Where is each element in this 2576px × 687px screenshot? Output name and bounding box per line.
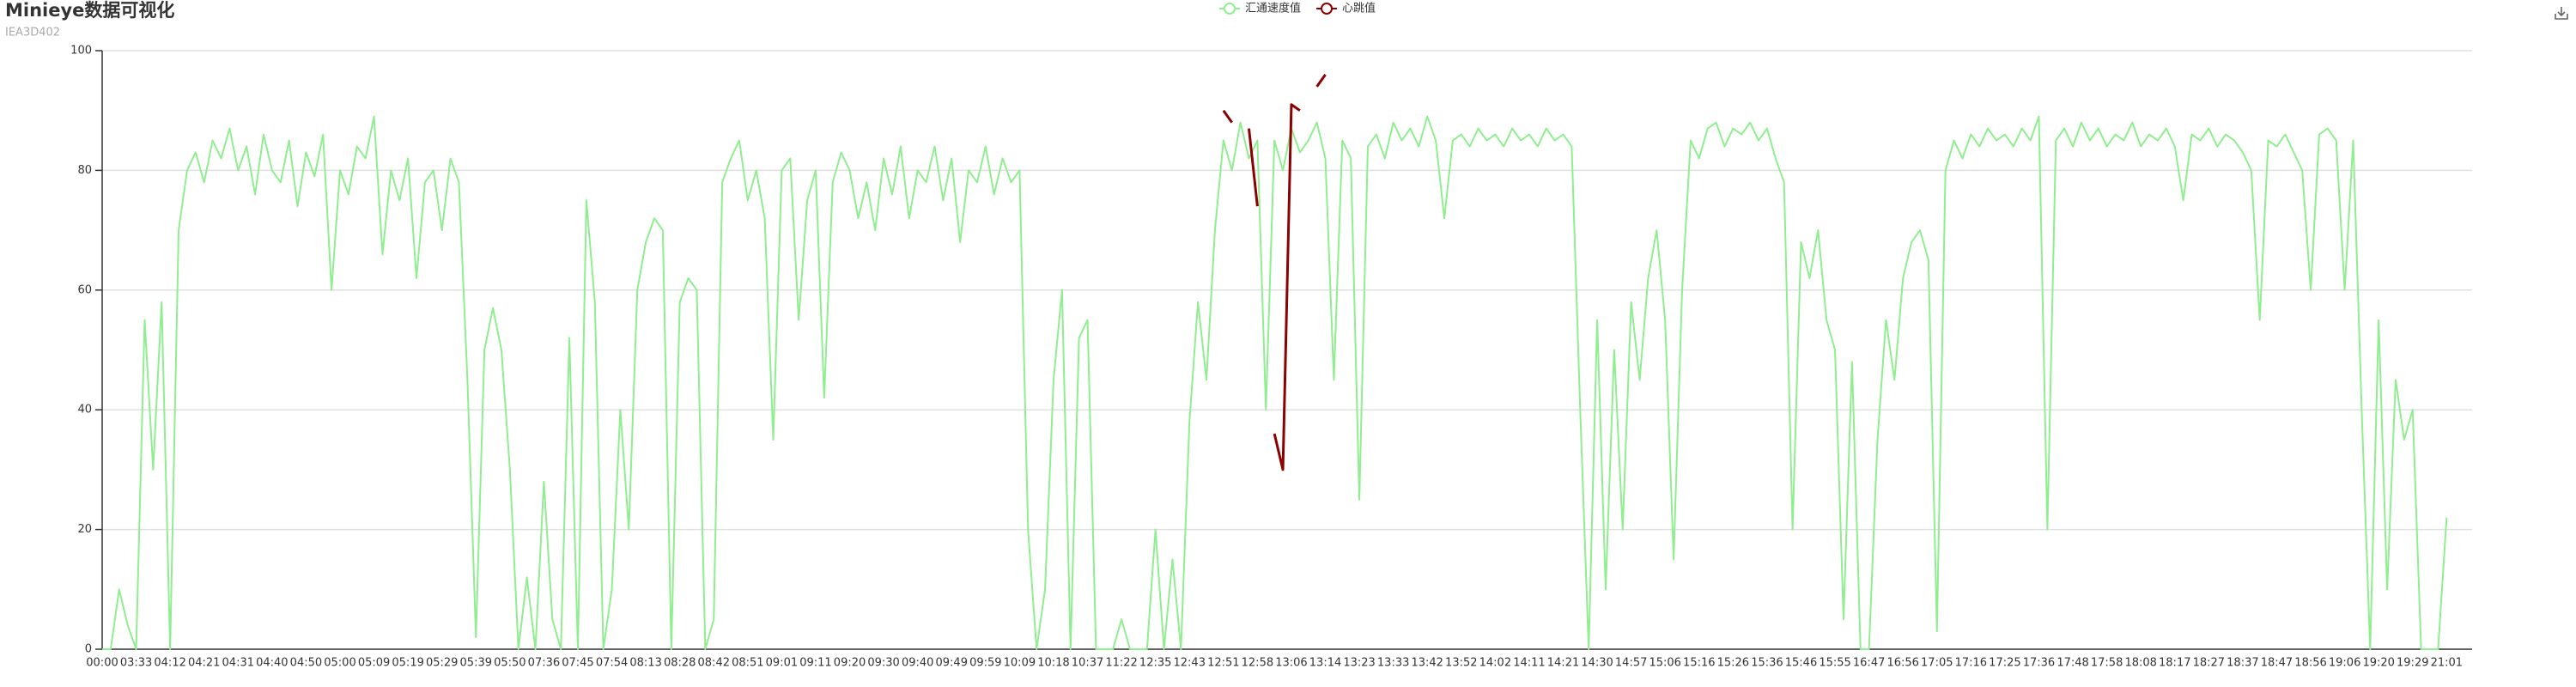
x-tick-label: 09:30 bbox=[867, 657, 899, 670]
x-tick-label: 13:14 bbox=[1309, 657, 1341, 670]
x-tick-label: 09:11 bbox=[799, 657, 831, 670]
series-line bbox=[102, 115, 2448, 650]
x-tick-label: 21:01 bbox=[2431, 657, 2463, 670]
x-tick-label: 12:43 bbox=[1174, 657, 1206, 670]
x-tick-label: 04:21 bbox=[188, 657, 220, 670]
x-tick-label: 07:36 bbox=[528, 657, 560, 670]
x-tick-label: 05:50 bbox=[494, 657, 526, 670]
x-tick-label: 17:16 bbox=[1955, 657, 1987, 670]
x-tick-label: 18:47 bbox=[2261, 657, 2293, 670]
x-tick-label: 05:19 bbox=[392, 657, 423, 670]
x-tick-label: 08:28 bbox=[664, 657, 696, 670]
chart-subtitle: IEA3D402 bbox=[5, 27, 60, 40]
legend-symbol[interactable] bbox=[1321, 3, 1334, 15]
download-icon[interactable] bbox=[2555, 7, 2568, 20]
legend-item[interactable]: 心跳值 bbox=[1316, 2, 1376, 15]
x-tick-label: 05:29 bbox=[426, 657, 458, 670]
x-tick-label: 05:09 bbox=[358, 657, 390, 670]
x-tick-label: 03:33 bbox=[120, 657, 152, 670]
x-tick-label: 15:16 bbox=[1683, 657, 1715, 670]
legend-label[interactable]: 汇通速度值 bbox=[1245, 2, 1301, 15]
x-tick-label: 19:06 bbox=[2329, 657, 2360, 670]
x-tick-label: 19:29 bbox=[2397, 657, 2428, 670]
y-tick-label: 0 bbox=[85, 643, 92, 656]
x-tick-label: 05:00 bbox=[324, 657, 355, 670]
x-tick-label: 18:08 bbox=[2124, 657, 2156, 670]
x-tick-label: 13:23 bbox=[1343, 657, 1375, 670]
x-tick-label: 12:58 bbox=[1242, 657, 1273, 670]
x-tick-label: 10:09 bbox=[1004, 657, 1036, 670]
x-tick-label: 04:50 bbox=[290, 657, 322, 670]
legend-symbol[interactable] bbox=[1224, 3, 1236, 15]
x-tick-label: 17:05 bbox=[1921, 657, 1953, 670]
x-tick-label: 09:20 bbox=[834, 657, 866, 670]
x-tick-label: 09:49 bbox=[936, 657, 968, 670]
x-tick-label: 12:35 bbox=[1139, 657, 1171, 670]
x-tick-label: 17:36 bbox=[2023, 657, 2055, 670]
x-tick-label: 18:17 bbox=[2159, 657, 2190, 670]
x-tick-label: 16:47 bbox=[1853, 657, 1885, 670]
x-tick-label: 00:00 bbox=[86, 657, 118, 670]
x-tick-label: 07:45 bbox=[562, 657, 593, 670]
x-tick-label: 15:06 bbox=[1649, 657, 1680, 670]
x-tick-label: 11:22 bbox=[1105, 657, 1137, 670]
x-tick-label: 14:30 bbox=[1581, 657, 1613, 670]
y-tick-label: 80 bbox=[77, 164, 92, 177]
x-tick-label: 04:31 bbox=[222, 657, 254, 670]
legend-item[interactable]: 汇通速度值 bbox=[1219, 2, 1301, 15]
x-tick-label: 08:13 bbox=[629, 657, 661, 670]
x-tick-label: 13:33 bbox=[1377, 657, 1409, 670]
chart-title: Minieye数据可视化 bbox=[5, 0, 174, 21]
x-tick-label: 18:56 bbox=[2294, 657, 2326, 670]
legend-label[interactable]: 心跳值 bbox=[1342, 2, 1376, 15]
x-tick-label: 08:42 bbox=[698, 657, 730, 670]
x-tick-label: 04:40 bbox=[256, 657, 288, 670]
x-tick-label: 15:55 bbox=[1819, 657, 1850, 670]
x-tick-label: 14:11 bbox=[1513, 657, 1545, 670]
x-tick-label: 12:51 bbox=[1207, 657, 1239, 670]
x-tick-label: 09:59 bbox=[969, 657, 1001, 670]
x-tick-label: 17:48 bbox=[2057, 657, 2088, 670]
x-tick-label: 13:06 bbox=[1275, 657, 1307, 670]
x-tick-label: 15:26 bbox=[1717, 657, 1749, 670]
download-icon-tray[interactable] bbox=[2555, 14, 2568, 20]
y-tick-label: 60 bbox=[77, 283, 92, 296]
x-tick-label: 13:42 bbox=[1411, 657, 1443, 670]
y-tick-label: 40 bbox=[77, 404, 92, 416]
x-tick-label: 09:40 bbox=[902, 657, 933, 670]
y-tick-label: 100 bbox=[70, 45, 92, 58]
x-tick-label: 13:52 bbox=[1445, 657, 1477, 670]
x-tick-label: 15:46 bbox=[1785, 657, 1817, 670]
x-tick-label: 10:18 bbox=[1037, 657, 1069, 670]
x-tick-label: 19:20 bbox=[2362, 657, 2394, 670]
y-tick-label: 20 bbox=[77, 523, 92, 536]
x-tick-label: 14:02 bbox=[1479, 657, 1511, 670]
x-tick-label: 10:37 bbox=[1072, 657, 1103, 670]
x-tick-label: 08:51 bbox=[732, 657, 763, 670]
x-tick-label: 18:37 bbox=[2227, 657, 2258, 670]
x-tick-label: 14:57 bbox=[1615, 657, 1647, 670]
x-tick-label: 15:36 bbox=[1751, 657, 1783, 670]
download-icon-arrow[interactable] bbox=[2557, 7, 2566, 17]
series-line bbox=[1222, 74, 1327, 471]
x-tick-label: 05:39 bbox=[460, 657, 492, 670]
x-tick-label: 17:58 bbox=[2091, 657, 2123, 670]
x-tick-label: 07:54 bbox=[596, 657, 628, 670]
x-tick-label: 17:25 bbox=[1989, 657, 2020, 670]
x-tick-label: 09:01 bbox=[766, 657, 798, 670]
x-tick-label: 16:56 bbox=[1886, 657, 1918, 670]
x-tick-label: 18:27 bbox=[2193, 657, 2225, 670]
x-tick-label: 14:21 bbox=[1547, 657, 1579, 670]
legend: 汇通速度值 心跳值 bbox=[1219, 2, 1376, 15]
x-tick-label: 04:12 bbox=[154, 657, 185, 670]
